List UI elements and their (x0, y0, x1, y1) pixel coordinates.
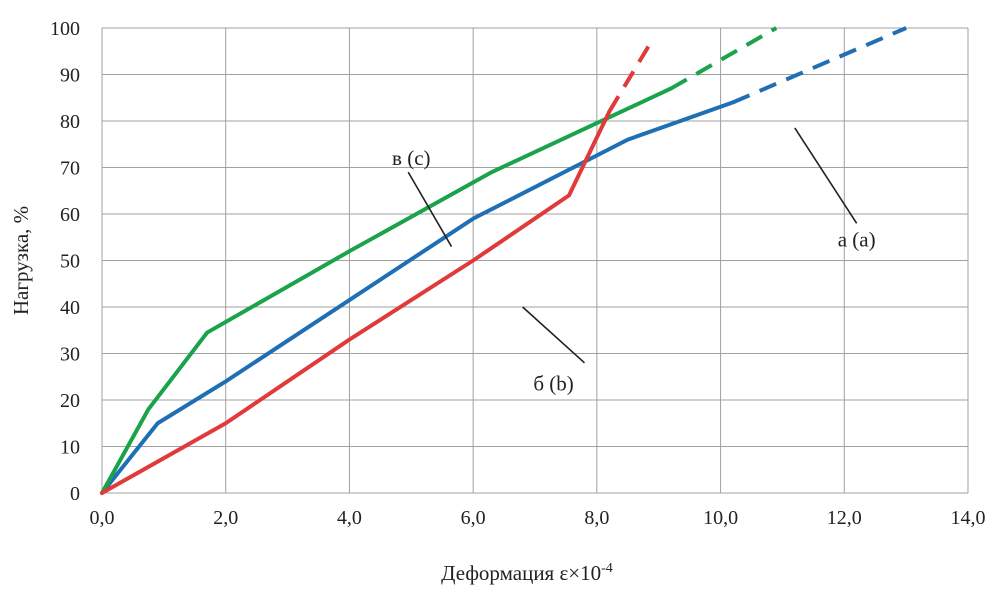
y-tick-label: 70 (60, 158, 80, 180)
y-tick-label: 50 (60, 251, 80, 273)
series-line-b (100, 109, 612, 495)
y-axis-title: Нагрузка, % (9, 206, 33, 315)
x-axis-title-superscript: -4 (601, 561, 613, 576)
annotations: а (a) б (b) в (c) (392, 127, 876, 396)
annotation-leader-2 (407, 171, 453, 247)
x-tick-label: 12,0 (827, 507, 862, 529)
y-tick-label: 60 (60, 204, 80, 226)
y-tick-label: 0 (70, 483, 80, 505)
y-tick-label: 40 (60, 297, 80, 319)
y-tick-label: 10 (60, 437, 80, 459)
grid (101, 27, 969, 494)
x-tick-label: 0,0 (90, 507, 115, 529)
x-tick-label: 8,0 (584, 507, 609, 529)
series-line-c (100, 86, 674, 495)
y-tick-label: 30 (60, 344, 80, 366)
annotation-leader-0 (794, 127, 858, 224)
series-line-a (100, 100, 735, 495)
y-tick-label: 80 (60, 111, 80, 133)
tick-labels: 0,0 2,0 4,0 6,0 8,0 10,0 12,0 14,0 0 10 20 30 40 50 60… (50, 18, 986, 529)
annotation-label-1: б (b) (533, 372, 573, 396)
x-axis-title-main: Деформация ε×10 (441, 561, 601, 585)
x-tick-label: 6,0 (461, 507, 486, 529)
x-tick-label: 4,0 (337, 507, 362, 529)
series-extrapolation-a (732, 26, 907, 105)
annotation-leader-1 (522, 306, 586, 364)
x-tick-label: 14,0 (951, 507, 986, 529)
series-extrapolation-b (607, 38, 655, 113)
x-tick-label: 2,0 (213, 507, 238, 529)
annotation-label-0: а (a) (838, 228, 876, 252)
y-tick-label: 20 (60, 390, 80, 412)
y-tick-label: 90 (60, 65, 80, 87)
annotation-label-2: в (c) (392, 146, 430, 170)
series-extrapolation-c (670, 26, 778, 91)
x-axis-title: Деформация ε×10-4 (441, 561, 613, 585)
x-tick-label: 10,0 (703, 507, 738, 529)
y-tick-label: 100 (50, 18, 80, 40)
series-lines (100, 26, 907, 495)
